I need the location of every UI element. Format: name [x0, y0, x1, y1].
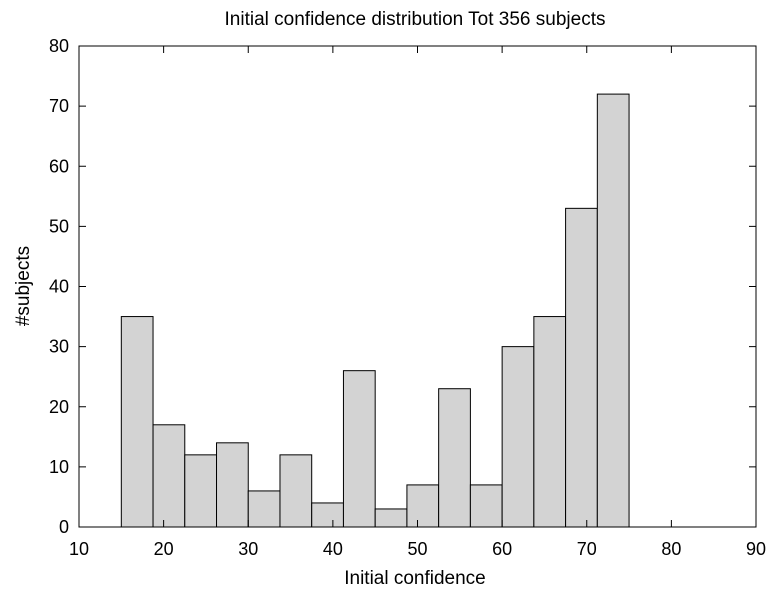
histogram-bar [501, 346, 535, 528]
y-tick-label: 50 [49, 216, 69, 236]
histogram-bar [120, 316, 154, 528]
histogram-bar [342, 370, 376, 528]
histogram-bar [184, 454, 218, 528]
y-axis-label: #subjects [13, 246, 34, 326]
histogram-bar [596, 93, 630, 528]
y-axis-ticks: 0 10 20 30 40 50 60 70 80 [49, 36, 756, 537]
y-tick-label: 20 [49, 397, 69, 417]
histogram-bar [152, 424, 186, 528]
chart-title: Initial confidence distribution Tot 356 … [225, 9, 606, 30]
histogram-bar [216, 442, 249, 528]
y-tick-label: 30 [49, 337, 69, 357]
histogram-bar [438, 388, 471, 528]
x-tick-label: 20 [154, 539, 174, 559]
y-tick-label: 0 [59, 517, 69, 537]
y-tick-label: 10 [49, 457, 69, 477]
histogram-bar [469, 484, 503, 528]
bars-group [120, 93, 630, 528]
x-tick-label: 50 [407, 539, 427, 559]
x-axis-ticks: 10 20 30 40 50 60 70 80 90 [69, 46, 766, 559]
y-tick-label: 70 [49, 96, 69, 116]
y-tick-label: 80 [49, 36, 69, 56]
histogram-bar [374, 508, 408, 528]
x-tick-label: 30 [238, 539, 258, 559]
histogram-bar [247, 490, 281, 528]
x-tick-label: 90 [746, 539, 766, 559]
histogram-bar [406, 484, 440, 528]
x-tick-label: 40 [323, 539, 343, 559]
x-tick-label: 80 [661, 539, 681, 559]
x-tick-label: 10 [69, 539, 89, 559]
y-tick-label: 60 [49, 156, 69, 176]
y-tick-label: 40 [49, 277, 69, 297]
x-axis-label: Initial confidence [344, 568, 486, 589]
x-tick-label: 70 [577, 539, 597, 559]
histogram-bar [565, 207, 598, 528]
histogram-bar [311, 502, 344, 528]
x-tick-label: 60 [492, 539, 512, 559]
histogram-bar [279, 454, 313, 528]
histogram-bar [533, 316, 567, 528]
